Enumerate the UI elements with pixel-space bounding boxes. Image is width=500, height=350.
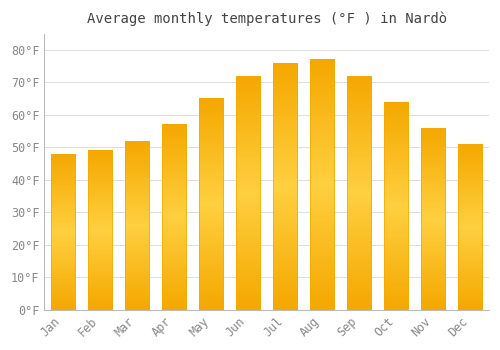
Bar	[273, 63, 297, 310]
Bar	[384, 102, 408, 310]
Bar	[199, 99, 223, 310]
Title: Average monthly temperatures (°F ) in Nardò: Average monthly temperatures (°F ) in Na…	[86, 11, 446, 26]
Bar	[125, 141, 149, 310]
Bar	[51, 154, 75, 310]
Bar	[236, 76, 260, 310]
Bar	[422, 128, 446, 310]
Bar	[347, 76, 372, 310]
Bar	[88, 150, 112, 310]
Bar	[162, 125, 186, 310]
Bar	[310, 60, 334, 310]
Bar	[458, 144, 482, 310]
